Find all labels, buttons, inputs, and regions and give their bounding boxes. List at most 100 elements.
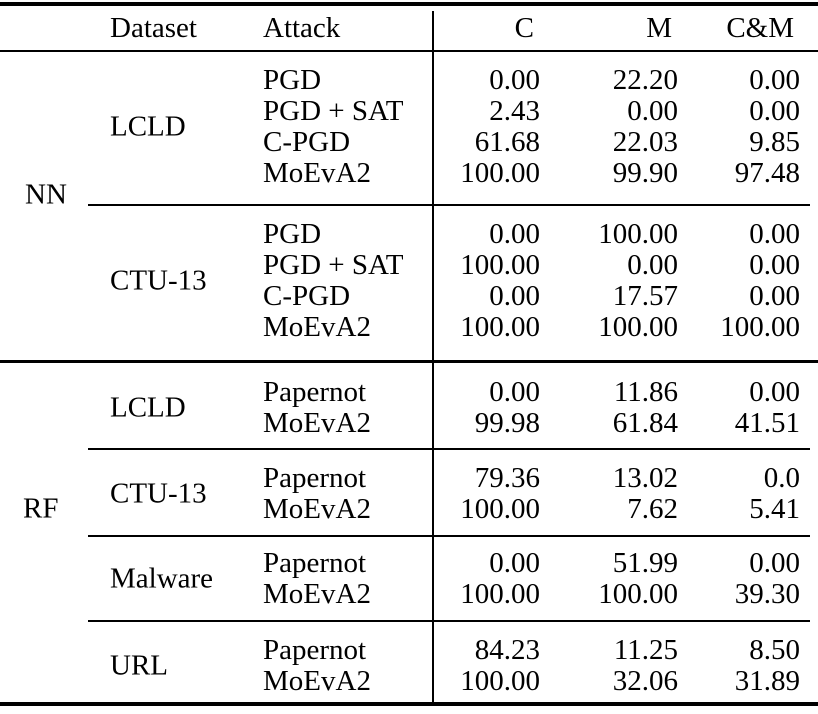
c-value: 0.00 [489, 547, 540, 579]
attack-cell: Papernot [263, 376, 367, 408]
table-row: C-PGD 0.00 17.57 0.00 [0, 281, 818, 312]
table-row: MoEvA2 100.00 100.00 39.30 [0, 579, 818, 610]
m-value: 32.06 [612, 665, 678, 697]
dataset-label-rf-url: URL [110, 649, 168, 682]
rule-bottom [0, 702, 818, 706]
table-row: PGD + SAT 100.00 0.00 0.00 [0, 250, 818, 281]
m-value: 61.84 [612, 407, 678, 439]
attack-cell: C-PGD [263, 126, 351, 158]
divider-rf-lcld-ctu13 [88, 448, 810, 450]
cm-value: 0.00 [749, 547, 800, 579]
m-value: 17.57 [612, 280, 678, 312]
col-header-attack: Attack [263, 12, 341, 44]
attack-cell: MoEvA2 [263, 311, 371, 343]
attack-cell: PGD + SAT [263, 249, 404, 281]
cm-value: 0.00 [749, 218, 800, 250]
m-value: 7.62 [627, 493, 678, 525]
c-value: 84.23 [474, 634, 540, 666]
table-row: MoEvA2 100.00 100.00 100.00 [0, 312, 818, 343]
cm-value: 39.30 [734, 578, 800, 610]
m-value: 13.02 [612, 462, 678, 494]
cm-value: 9.85 [749, 126, 800, 158]
c-value: 0.00 [489, 218, 540, 250]
c-value: 100.00 [460, 665, 540, 697]
m-value: 0.00 [627, 95, 678, 127]
c-value: 0.00 [489, 64, 540, 96]
m-value: 100.00 [598, 578, 678, 610]
c-value: 79.36 [474, 462, 540, 494]
cm-value: 8.50 [749, 634, 800, 666]
attack-cell: Papernot [263, 547, 367, 579]
table-row: Papernot 0.00 51.99 0.00 [0, 548, 818, 579]
attack-cell: MoEvA2 [263, 493, 371, 525]
dataset-label-nn-ctu13: CTU-13 [110, 264, 207, 297]
attack-cell: C-PGD [263, 280, 351, 312]
c-value: 99.98 [474, 407, 540, 439]
attack-cell: PGD + SAT [263, 95, 404, 127]
attack-cell: PGD [263, 218, 322, 250]
table-row: MoEvA2 100.00 99.90 97.48 [0, 158, 818, 189]
dataset-label-rf-ctu13: CTU-13 [110, 477, 207, 510]
m-value: 11.25 [613, 634, 678, 666]
col-header-cm: C&M [726, 12, 794, 44]
c-value: 61.68 [474, 126, 540, 158]
group-rf-lcld: Papernot 0.00 11.86 0.00 MoEvA2 99.98 61… [0, 377, 818, 439]
rule-nn-rf [0, 360, 818, 363]
dataset-label-rf-malware: Malware [110, 562, 214, 595]
cm-value: 0.0 [763, 462, 800, 494]
cm-value: 97.48 [734, 157, 800, 189]
table-row: PGD 0.00 22.20 0.00 [0, 65, 818, 96]
m-value: 51.99 [612, 547, 678, 579]
header-model-spacer [0, 13, 110, 43]
cm-value: 0.00 [749, 280, 800, 312]
m-value: 22.20 [612, 64, 678, 96]
col-header-dataset: Dataset [110, 12, 197, 44]
divider-rf-ctu13-malware [88, 535, 810, 537]
group-nn-ctu13: PGD 0.00 100.00 0.00 PGD + SAT 100.00 0.… [0, 219, 818, 343]
m-value: 11.86 [613, 376, 678, 408]
m-value: 99.90 [612, 157, 678, 189]
cm-value: 0.00 [749, 64, 800, 96]
rule-top [0, 2, 818, 6]
col-header-c: C [514, 12, 534, 44]
attack-cell: MoEvA2 [263, 407, 371, 439]
dataset-label-nn-lcld: LCLD [110, 110, 186, 143]
m-value: 0.00 [627, 249, 678, 281]
attack-cell: MoEvA2 [263, 157, 371, 189]
column-separator-bar [432, 11, 434, 702]
cm-value: 0.00 [749, 249, 800, 281]
table-row: Papernot 0.00 11.86 0.00 [0, 377, 818, 408]
group-rf-malware: Papernot 0.00 51.99 0.00 MoEvA2 100.00 1… [0, 548, 818, 610]
c-value: 100.00 [460, 493, 540, 525]
table-row: Papernot 84.23 11.25 8.50 [0, 635, 818, 666]
rule-below-header [0, 50, 818, 52]
group-rf-ctu13: Papernot 79.36 13.02 0.0 MoEvA2 100.00 7… [0, 463, 818, 525]
c-value: 100.00 [460, 578, 540, 610]
cm-value: 0.00 [749, 95, 800, 127]
attack-cell: Papernot [263, 462, 367, 494]
c-value: 0.00 [489, 376, 540, 408]
model-label-nn: NN [25, 178, 67, 211]
cm-value: 0.00 [749, 376, 800, 408]
table-row: Papernot 79.36 13.02 0.0 [0, 463, 818, 494]
m-value: 100.00 [598, 218, 678, 250]
table-row: PGD 0.00 100.00 0.00 [0, 219, 818, 250]
cm-value: 100.00 [720, 311, 800, 343]
cm-value: 5.41 [749, 493, 800, 525]
table-row: MoEvA2 100.00 7.62 5.41 [0, 494, 818, 525]
c-value: 0.00 [489, 280, 540, 312]
m-value: 100.00 [598, 311, 678, 343]
m-value: 22.03 [612, 126, 678, 158]
table-row: MoEvA2 99.98 61.84 41.51 [0, 408, 818, 439]
attack-cell: MoEvA2 [263, 578, 371, 610]
model-label-rf: RF [23, 492, 59, 525]
attack-cell: Papernot [263, 634, 367, 666]
attack-cell: MoEvA2 [263, 665, 371, 697]
cm-value: 31.89 [734, 665, 800, 697]
col-header-m: M [646, 12, 672, 44]
divider-rf-malware-url [88, 620, 810, 622]
group-nn-lcld: PGD 0.00 22.20 0.00 PGD + SAT 2.43 0.00 … [0, 65, 818, 189]
group-rf-url: Papernot 84.23 11.25 8.50 MoEvA2 100.00 … [0, 635, 818, 697]
table-row: MoEvA2 100.00 32.06 31.89 [0, 666, 818, 697]
